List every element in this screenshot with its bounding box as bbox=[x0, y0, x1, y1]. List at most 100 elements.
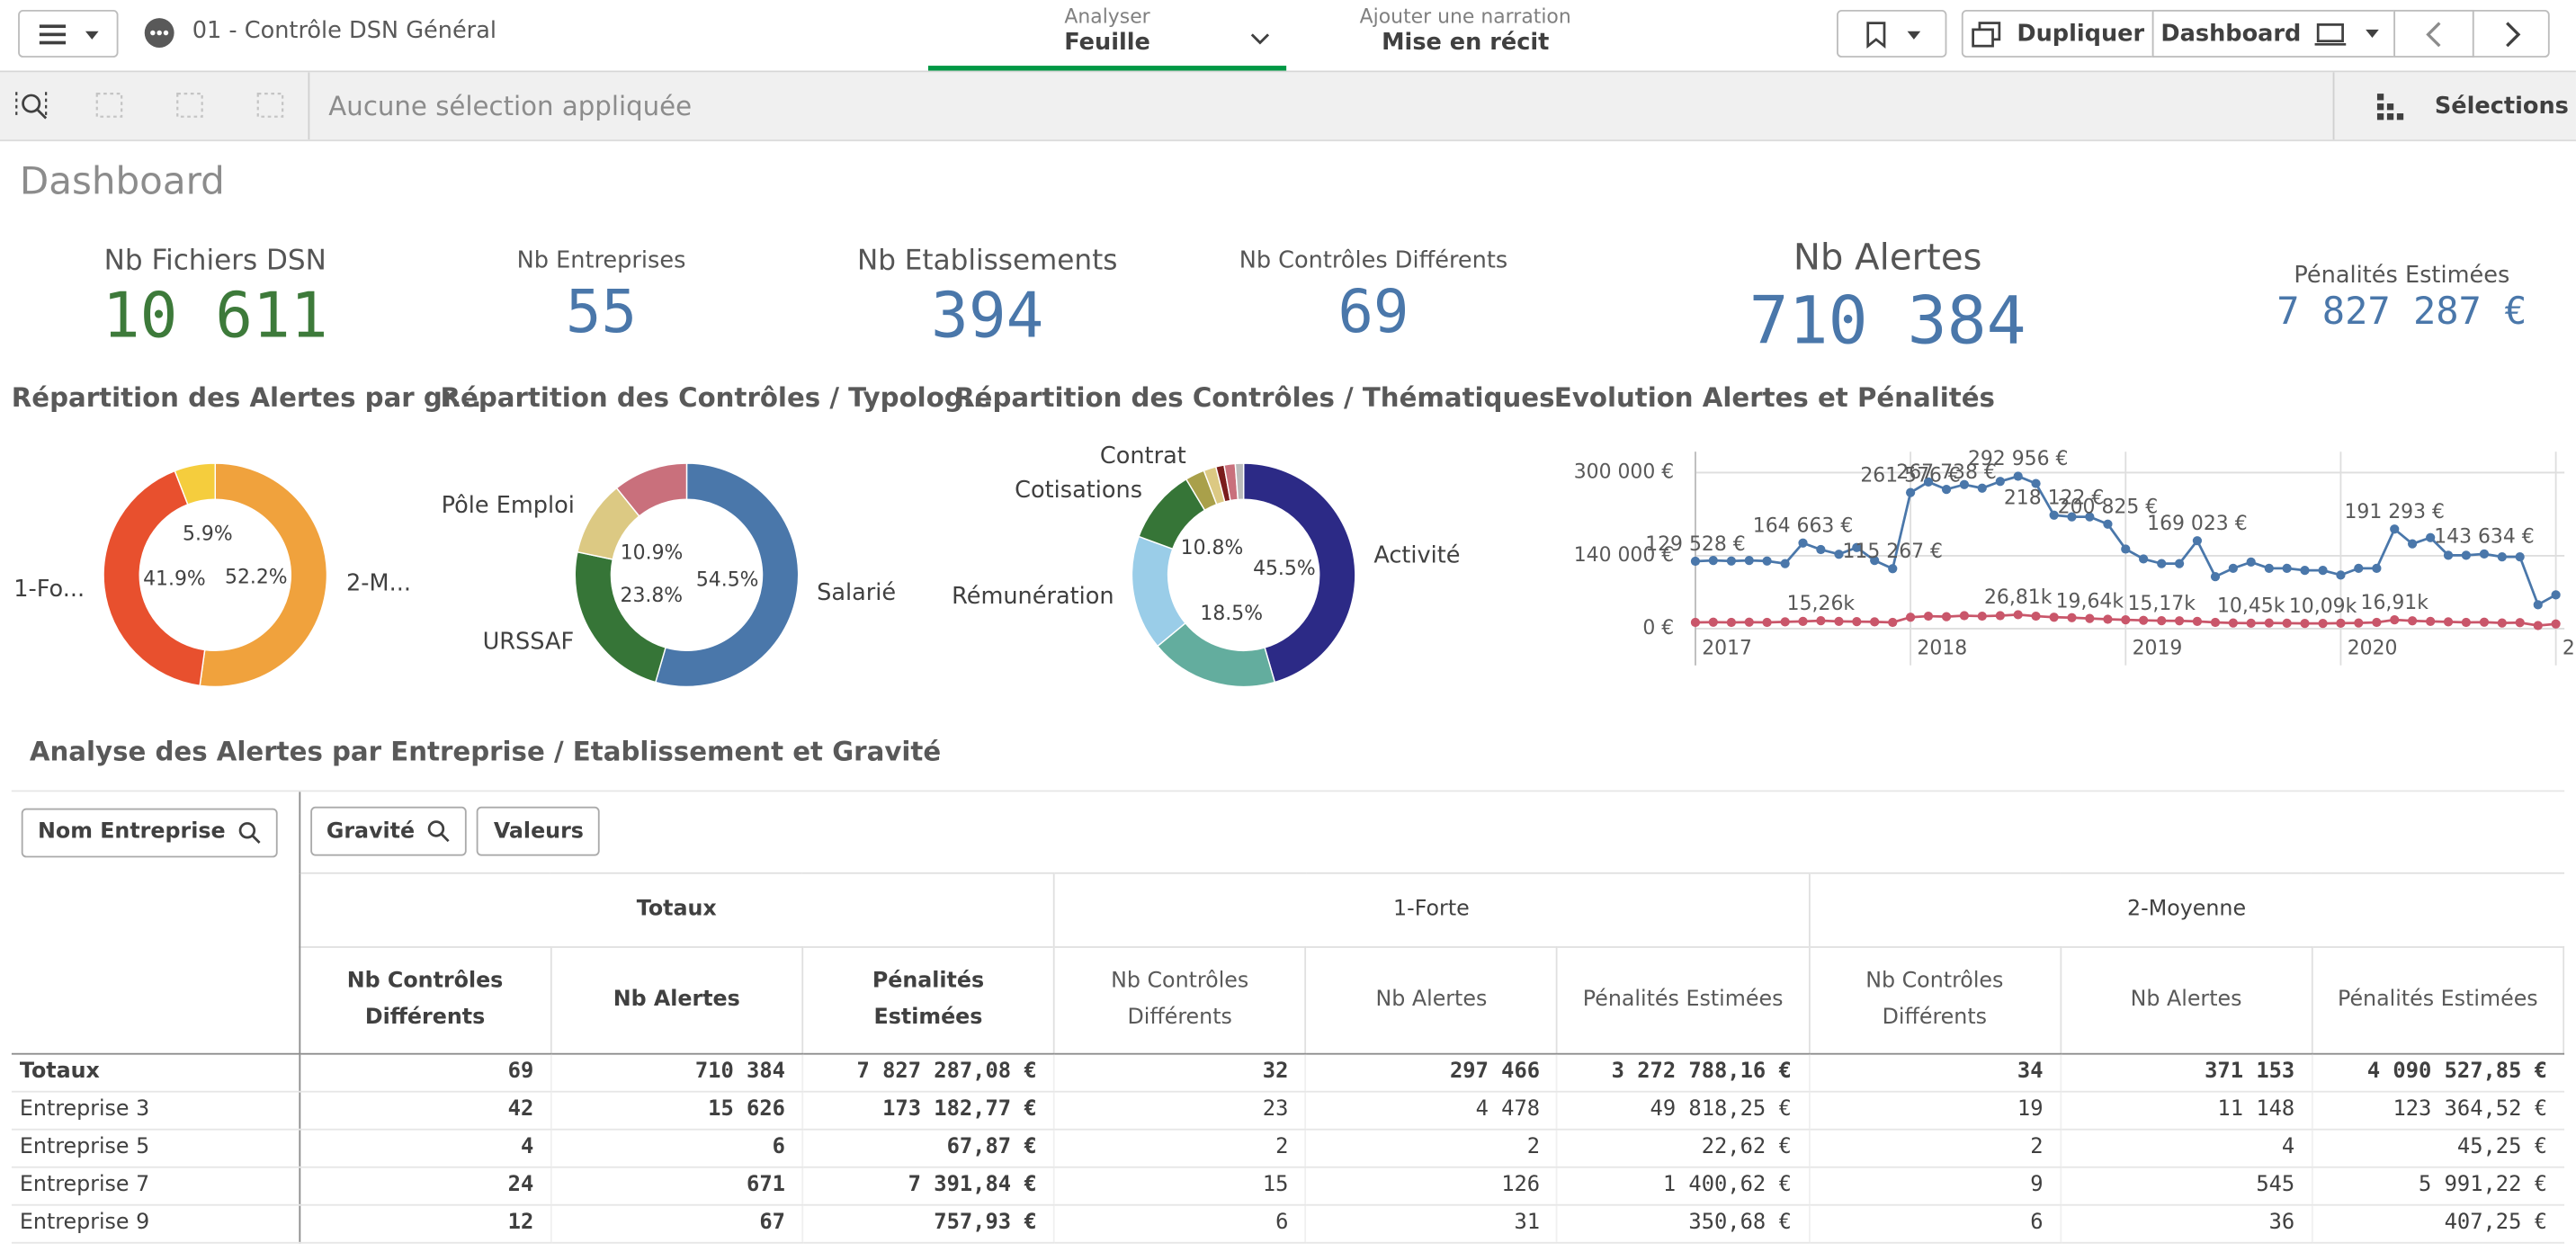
series-point bbox=[2103, 614, 2112, 623]
group-header: 2-Moyenne bbox=[1809, 872, 2563, 946]
slice-category-label: 2-M... bbox=[346, 569, 411, 596]
series-point bbox=[2157, 616, 2166, 625]
filter-label: Nom Entreprise bbox=[38, 819, 226, 844]
series-point bbox=[2408, 616, 2417, 625]
table-title: Analyse des Alertes par Entreprise / Eta… bbox=[30, 736, 941, 767]
x-tick-label: 2017 bbox=[1702, 637, 1752, 659]
corner-cell bbox=[12, 872, 300, 1053]
column-header: Nb Contrôles Différents bbox=[1809, 946, 2061, 1053]
series-point bbox=[1762, 618, 1771, 627]
data-cell: 12 bbox=[300, 1204, 551, 1242]
series-point bbox=[2157, 559, 2166, 568]
data-cell: 2 bbox=[1306, 1129, 1558, 1167]
row-header: Totaux bbox=[12, 1053, 300, 1091]
data-cell: 31 bbox=[1306, 1204, 1558, 1242]
series-point bbox=[1888, 618, 1897, 627]
data-cell: 69 bbox=[300, 1053, 551, 1091]
data-cell: 123 364,52 € bbox=[2312, 1091, 2563, 1129]
series-point bbox=[2462, 550, 2471, 559]
point-value-label: 15,26k bbox=[1787, 593, 1856, 615]
chart-title: Répartition des Contrôles / Typolog... bbox=[441, 382, 993, 413]
data-cell: 67 bbox=[550, 1204, 802, 1242]
slice-category-label: URSSAF bbox=[483, 628, 575, 655]
series-point bbox=[2139, 554, 2148, 563]
data-cell: 297 466 bbox=[1306, 1053, 1558, 1091]
chart-title: Répartition des Alertes par gr... bbox=[12, 382, 482, 413]
slice-value-label: 10.8% bbox=[1181, 537, 1244, 559]
data-cell: 1 400,62 € bbox=[1557, 1167, 1809, 1204]
data-cell: 4 090 527,85 € bbox=[2312, 1053, 2563, 1091]
column-header: Pénalités Estimées bbox=[1557, 946, 1809, 1053]
series-point bbox=[1762, 557, 1771, 566]
data-cell: 407,25 € bbox=[2312, 1204, 2563, 1242]
series-point bbox=[1906, 613, 1915, 622]
search-handle bbox=[443, 835, 450, 842]
data-cell: 15 626 bbox=[550, 1091, 802, 1129]
series-point bbox=[1888, 564, 1897, 573]
series-point bbox=[1834, 617, 1843, 626]
series-point bbox=[2516, 552, 2525, 561]
data-cell: 3 272 788,16 € bbox=[1557, 1053, 1809, 1091]
data-cell: 6 bbox=[550, 1129, 802, 1167]
data-cell: 45,25 € bbox=[2312, 1129, 2563, 1167]
chart-title: Evolution Alertes et Pénalités bbox=[1554, 382, 1995, 413]
series-point bbox=[1781, 617, 1790, 626]
data-cell: 2 bbox=[1054, 1129, 1306, 1167]
series-point bbox=[2283, 564, 2292, 573]
series-point bbox=[1996, 477, 2005, 486]
data-cell: 2 bbox=[1809, 1129, 2061, 1167]
point-value-label: 169 023 € bbox=[2147, 513, 2248, 535]
filter-button[interactable]: Gravité bbox=[310, 807, 468, 856]
data-cell: 757,93 € bbox=[802, 1204, 1054, 1242]
series-point bbox=[1924, 612, 1933, 621]
series-point bbox=[2462, 618, 2471, 627]
series-point bbox=[2103, 520, 2112, 529]
series-point bbox=[2121, 544, 2130, 553]
series-point bbox=[1870, 617, 1879, 626]
series-point bbox=[2372, 564, 2381, 573]
series-point bbox=[1906, 488, 1915, 497]
slice-value-label: 52.2% bbox=[225, 566, 288, 588]
series-point bbox=[1709, 618, 1718, 627]
series-point bbox=[1978, 612, 1987, 621]
data-cell: 36 bbox=[2061, 1204, 2312, 1242]
series-point bbox=[2229, 618, 2238, 627]
y-tick-label: 0 € bbox=[1642, 617, 1674, 639]
x-tick-label: 2020 bbox=[2348, 637, 2398, 659]
series-point bbox=[2480, 550, 2489, 559]
slice-category-label: Salarié bbox=[817, 579, 896, 606]
point-value-label: 129 528 € bbox=[1645, 533, 1745, 556]
series-point bbox=[2175, 616, 2184, 625]
slice-category-label: Pôle Emploi bbox=[442, 492, 575, 519]
series-point bbox=[2426, 617, 2435, 626]
data-cell: 6 bbox=[1809, 1204, 2061, 1242]
series-point bbox=[2193, 536, 2202, 545]
group-header: 1-Forte bbox=[1054, 872, 1809, 946]
series-point bbox=[1727, 557, 1736, 566]
search-icon bbox=[428, 820, 452, 844]
slice-value-label: 18.5% bbox=[1200, 603, 1263, 625]
x-tick-label: 2018 bbox=[1917, 637, 1967, 659]
filter-button[interactable]: Valeurs bbox=[478, 807, 601, 856]
series-point bbox=[2193, 617, 2202, 626]
series-point bbox=[1798, 617, 1807, 626]
x-tick-label: 2019 bbox=[2133, 637, 2183, 659]
series-point bbox=[2498, 552, 2507, 561]
data-cell: 22,62 € bbox=[1557, 1129, 1809, 1167]
series-point bbox=[2265, 618, 2274, 627]
row-header: Entreprise 9 bbox=[12, 1204, 300, 1242]
donut-slice bbox=[1131, 536, 1185, 646]
data-row: Entreprise 54667,87 €2222,62 €2445,25 € bbox=[12, 1129, 2563, 1167]
series-point bbox=[1942, 485, 1951, 494]
series-point bbox=[1691, 557, 1700, 566]
series-point bbox=[1978, 484, 1987, 493]
series-point bbox=[1745, 618, 1754, 627]
filter-button[interactable]: Nom Entreprise bbox=[22, 808, 278, 857]
series-point bbox=[2014, 471, 2023, 480]
series-point bbox=[2336, 570, 2345, 579]
slice-value-label: 5.9% bbox=[183, 523, 233, 545]
series-point bbox=[2300, 566, 2309, 575]
column-header: Nb Alertes bbox=[2061, 946, 2312, 1053]
data-row: Entreprise 34215 626173 182,77 €234 4784… bbox=[12, 1091, 2563, 1129]
